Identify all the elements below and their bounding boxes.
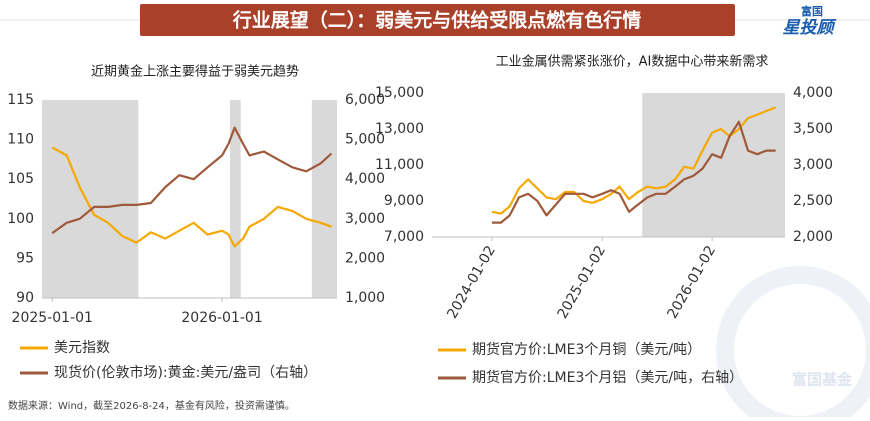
y-tick-label: 90 (16, 290, 34, 306)
series-line (491, 120, 776, 224)
watermark: 富国基金 (792, 371, 853, 389)
shaded-period (642, 93, 785, 237)
x-tick-label: 2026-01-02 (664, 243, 719, 321)
y-tick-label: 110 (7, 132, 34, 148)
series-line (51, 126, 333, 234)
watermark-logo (716, 266, 870, 421)
chart-title: 近期黄金上涨主要得益于弱美元趋势 (91, 64, 299, 80)
y-tick-label: 15,000 (375, 85, 424, 101)
y2-tick-label: 1,000 (345, 290, 385, 306)
x-tick-label: 2026-01-01 (181, 310, 262, 326)
legend-label: 现货价(伦敦市场):黄金:美元/盎司（右轴） (54, 364, 317, 381)
logo-brand: 富国 (801, 4, 823, 18)
shaded-period (311, 100, 337, 298)
logo-product: 星投顾 (783, 18, 837, 38)
y-tick-label: 100 (7, 211, 34, 227)
series-line (51, 146, 332, 248)
header-title: 行业展望（二）：弱美元与供给受限点燃有色行情 (232, 9, 642, 32)
y2-tick-label: 2,500 (793, 193, 833, 209)
y2-tick-label: 4,000 (345, 171, 385, 187)
legend-label: 美元指数 (54, 340, 110, 356)
x-tick-label: 2024-01-02 (444, 243, 499, 321)
y-tick-label: 9,000 (384, 193, 424, 209)
x-tick-label: 2025-01-02 (555, 243, 610, 321)
y2-tick-label: 2,000 (793, 229, 833, 245)
y2-tick-label: 3,000 (793, 157, 833, 173)
legend-label: 期货官方价:LME3个月铜（美元/吨） (472, 341, 701, 358)
y-tick-label: 11,000 (375, 157, 424, 173)
y2-tick-label: 2,000 (345, 250, 385, 266)
y-tick-label: 105 (7, 171, 34, 187)
x-tick-label: 2025-01-01 (12, 310, 93, 326)
y2-tick-label: 3,500 (793, 121, 833, 137)
y-tick-label: 115 (7, 92, 34, 108)
legend-label: 期货官方价:LME3个月铝（美元/吨，右轴） (472, 369, 743, 386)
shaded-period (42, 100, 139, 298)
series-line (491, 106, 777, 215)
y2-tick-label: 5,000 (345, 132, 385, 148)
header-banner (140, 4, 735, 36)
y2-tick-label: 3,000 (345, 211, 385, 227)
y-tick-label: 95 (16, 250, 34, 266)
y2-tick-label: 4,000 (793, 85, 833, 101)
y-tick-label: 7,000 (384, 229, 424, 245)
shaded-period (229, 100, 241, 298)
y-tick-label: 13,000 (375, 121, 424, 137)
y2-tick-label: 6,000 (345, 92, 385, 108)
footnote: 数据来源：Wind，截至2026-8-24，基金有风险，投资需谨慎。 (8, 399, 295, 412)
chart-title: 工业金属供需紧张涨价，AI数据中心带来新需求 (496, 54, 769, 70)
